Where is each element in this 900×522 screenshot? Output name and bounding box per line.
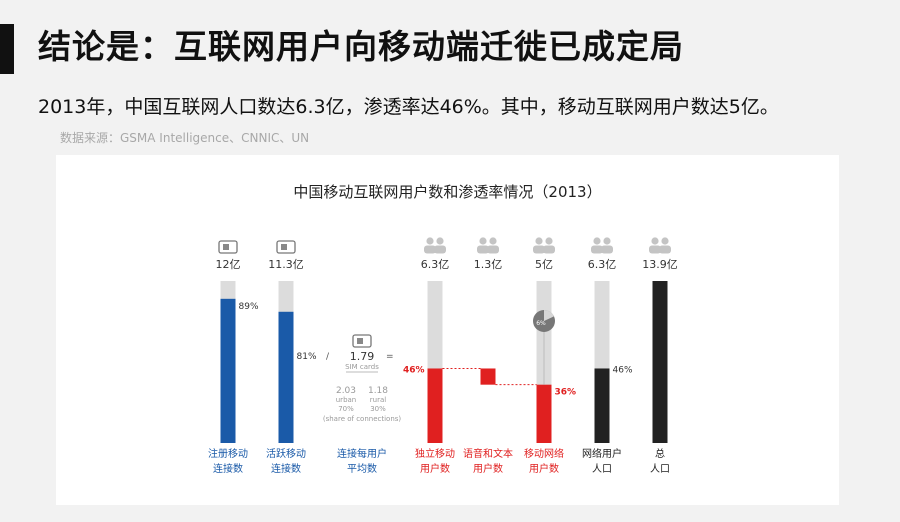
bar-value-label: 13.9亿 [642,258,678,271]
category-label: 用户数 [473,462,503,475]
sim-card-icon-chip [281,244,287,250]
data-source: 数据来源：GSMA Intelligence、CNNIC、UN [60,131,310,145]
rural-value: 1.18 [368,386,388,396]
sim-card-icon-chip [223,244,229,250]
sim-card-icon [276,240,296,254]
divide-sign: / [326,352,330,362]
bar-fill [536,384,552,443]
category-label: 用户数 [529,462,559,475]
category-label: 用户数 [420,462,450,475]
category-label: 连接每用户 [337,447,387,460]
users-icon-head-b [489,237,497,245]
users-icon-head-b [603,237,611,245]
users-icon-body-a [533,245,545,254]
bar-percent-label: 46% [403,365,425,375]
users-icon-head-a [426,237,434,245]
bar-value-label: 6.3亿 [421,258,450,271]
category-label: 移动网络 [524,447,564,460]
urban-value: 2.03 [336,386,356,396]
users-icon-body-a [477,245,489,254]
bar-percent-label: 89% [239,302,259,312]
bar-fill [480,368,496,385]
users-icon-head-a [651,237,659,245]
bar-fill [427,368,443,443]
users-icon-head-a [593,237,601,245]
sim-cards-caption: SIM cards [345,363,379,371]
users-icon-body-b [487,245,499,254]
users-icon-body-b [543,245,555,254]
urban-label: urban [336,396,356,404]
bar-percent-label: 46% [613,365,633,375]
users-icon-head-b [436,237,444,245]
pie-percent-label: 6% [536,320,546,327]
title-accent-bar [0,24,14,74]
users-icon-body-a [424,245,436,254]
bar-fill [220,298,236,443]
users-icon-body-b [434,245,446,254]
category-label: 连接数 [271,462,301,475]
page-subtitle: 2013年，中国互联网人口数达6.3亿，渗透率达46%。其中，移动互联网用户数达… [38,96,779,118]
category-label: 人口 [592,463,612,475]
category-label: 注册移动 [208,447,248,460]
bar-value-label: 11.3亿 [268,258,304,271]
users-icon-head-b [545,237,553,245]
bar-fill [594,368,610,443]
bar-fill [278,311,294,443]
sim-card-icon-chip [357,338,363,344]
chart-card: 中国移动互联网用户数和渗透率情况（2013） 12亿 89% 注册移动连接数 11.3… [56,155,839,505]
bar-value-label: 12亿 [216,258,241,271]
bar-percent-label: 36% [555,388,577,398]
sim-card-icon [218,240,238,254]
users-icon-head-a [535,237,543,245]
connections-per-user-value: 1.79 [350,350,375,363]
users-icon-body-a [649,245,661,254]
bar-value-label: 6.3亿 [588,258,617,271]
category-label: 人口 [650,463,670,475]
chart-title: 中国移动互联网用户数和渗透率情况（2013） [293,183,602,201]
bar-percent-label: 81% [297,352,317,362]
bar-value-label: 5亿 [535,258,553,271]
rural-label: rural [370,396,386,404]
category-label: 独立移动 [415,447,455,460]
users-icon-head-a [479,237,487,245]
category-label: 网络用户 [582,447,622,460]
users-icon-head-b [661,237,669,245]
page-title: 结论是：互联网用户向移动端迁徙已成定局 [38,27,684,66]
equals-sign: = [386,352,394,362]
users-icon-body-b [601,245,613,254]
users-icon-body-a [591,245,603,254]
category-label: 语音和文本 [463,447,513,460]
share-caption: (share of connections) [323,415,402,423]
category-label: 总 [655,447,665,460]
users-icon-body-b [659,245,671,254]
bar-value-label: 1.3亿 [474,258,503,271]
category-label: 连接数 [213,462,243,475]
bar-fill [652,281,668,443]
category-label: 平均数 [347,462,377,475]
sim-card-icon [352,334,372,348]
category-label: 活跃移动 [266,447,306,460]
rural-share: 30% [370,405,386,413]
pie-slice [544,310,554,321]
urban-share: 70% [338,405,354,413]
